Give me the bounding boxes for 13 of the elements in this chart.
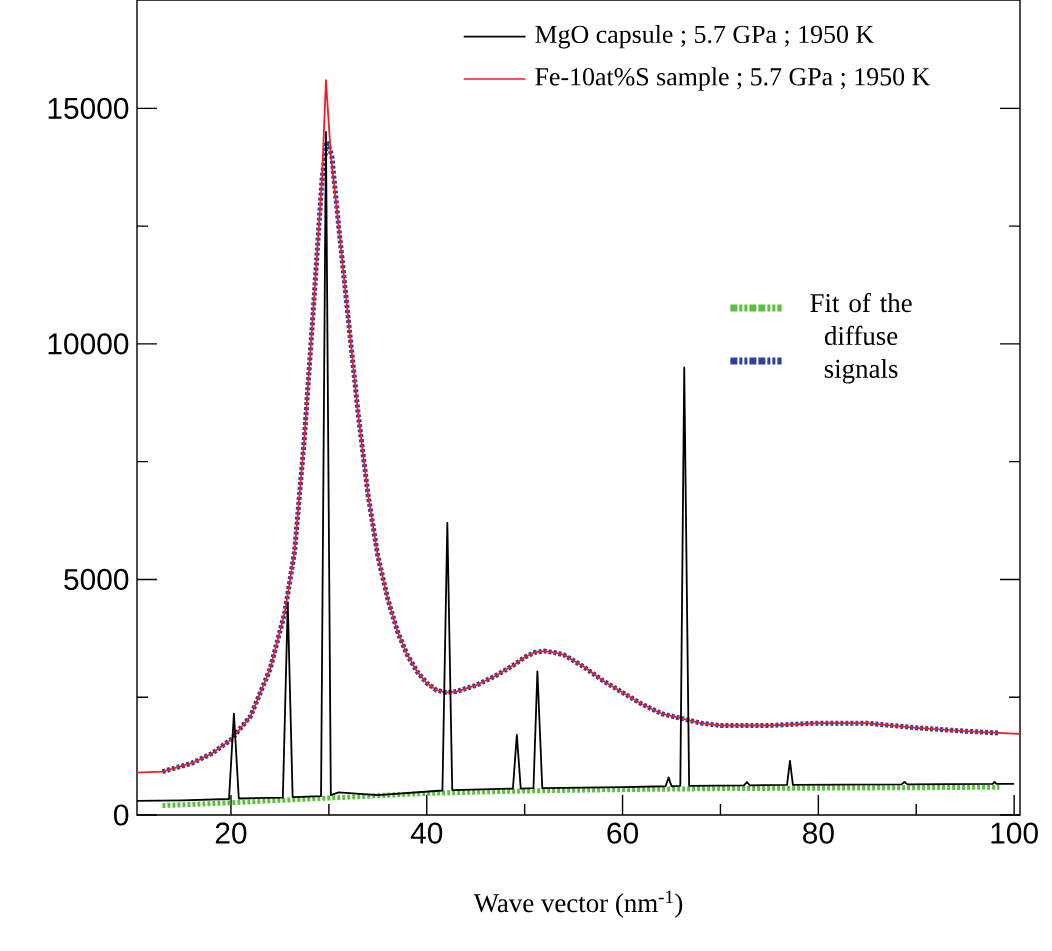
y-tick-label: 5000	[64, 568, 129, 591]
x-tick-label: 60	[607, 822, 639, 844]
legend-label: Fit of the diffuse signals	[810, 292, 912, 384]
legend-label: MgO capsule ; 5.7 GPa ; 1950 K	[535, 24, 874, 49]
y-tick-label: 15000	[48, 97, 129, 119]
x-tick-label: 100	[991, 822, 1038, 844]
x-tick-label: 20	[215, 822, 247, 844]
x-tick-label: 80	[803, 822, 834, 844]
y-tick-label: 0	[114, 804, 129, 826]
x-tick-label: 40	[410, 822, 443, 844]
legend-label: Fe-10at%S sample ; 5.7 GPa ; 1950 K	[535, 67, 931, 91]
y-tick-label: 10000	[48, 333, 129, 355]
x-axis-title: Wave vector (nm$^{-1}$)	[473, 890, 683, 918]
